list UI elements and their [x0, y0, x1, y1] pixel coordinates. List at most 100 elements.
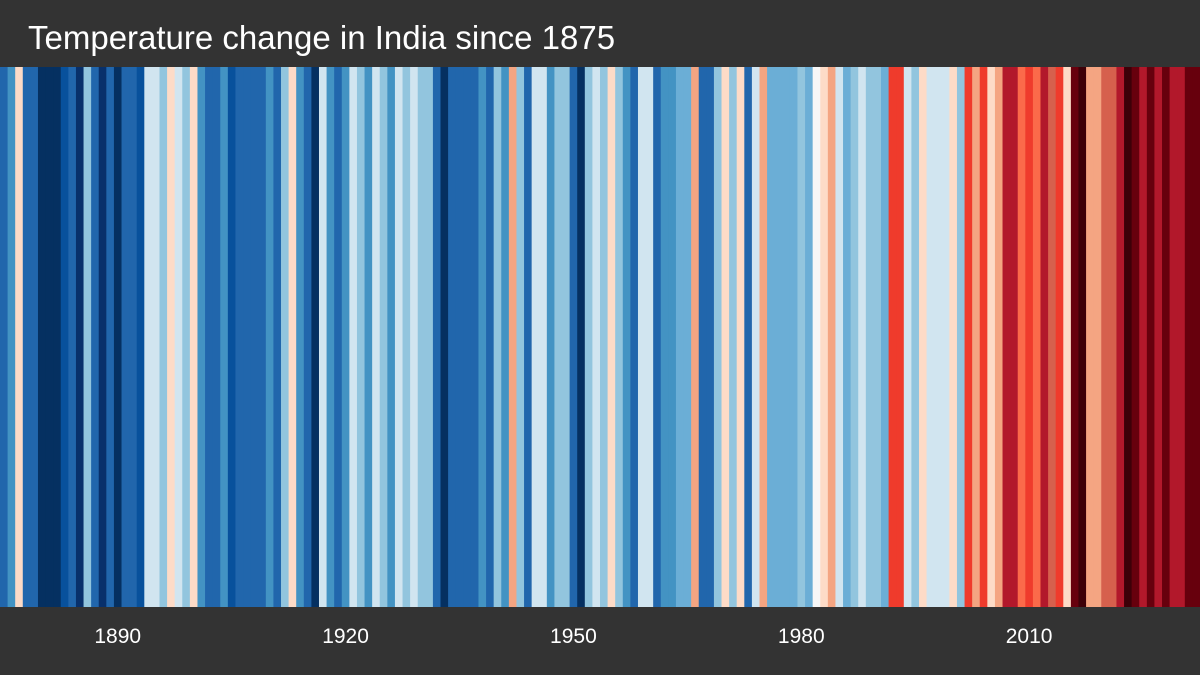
stripe-1935 [455, 67, 464, 607]
stripe-1958 [630, 67, 639, 607]
stripe-1878 [22, 67, 31, 607]
stripe-2027 [1154, 67, 1163, 607]
stripe-1982 [812, 67, 821, 607]
stripe-1966 [691, 67, 700, 607]
stripe-1881 [45, 67, 54, 607]
stripe-1976 [767, 67, 776, 607]
stripe-2026 [1146, 67, 1156, 607]
stripe-1991 [881, 67, 890, 607]
x-axis: 1890 1920 1950 1980 2010 [94, 625, 1053, 648]
x-tick-label-1950: 1950 [550, 625, 597, 648]
stripe-1932 [432, 67, 442, 607]
stripe-2023 [1124, 67, 1133, 607]
stripe-1955 [607, 67, 616, 607]
stripe-1895 [151, 67, 161, 607]
stripe-1929 [410, 67, 419, 607]
stripe-1987 [850, 67, 859, 607]
stripe-1883 [60, 67, 69, 607]
stripe-1981 [805, 67, 814, 607]
stripe-1882 [53, 67, 62, 607]
stripe-1931 [425, 67, 434, 607]
stripe-1970 [721, 67, 730, 607]
stripe-1953 [592, 67, 601, 607]
stripe-1928 [402, 67, 411, 607]
stripe-2019 [1093, 67, 1102, 607]
stripe-1994 [903, 67, 912, 607]
stripe-1951 [577, 67, 586, 607]
stripe-1879 [30, 67, 39, 607]
stripe-1945 [531, 67, 540, 607]
x-tick-label-1890: 1890 [94, 625, 141, 648]
stripe-2001 [956, 67, 966, 607]
stripe-1875 [0, 67, 9, 607]
stripe-2024 [1131, 67, 1140, 607]
stripe-1909 [258, 67, 267, 607]
stripe-1888 [98, 67, 107, 607]
stripe-2017 [1078, 67, 1087, 607]
stripe-1985 [835, 67, 844, 607]
stripe-1898 [174, 67, 183, 607]
stripe-2008 [1010, 67, 1019, 607]
stripe-1998 [934, 67, 943, 607]
stripe-1947 [546, 67, 556, 607]
stripe-1884 [68, 67, 77, 607]
stripe-1964 [675, 67, 685, 607]
stripe-1936 [463, 67, 472, 607]
stripe-2002 [964, 67, 973, 607]
stripe-1977 [774, 67, 783, 607]
stripe-1880 [37, 67, 47, 607]
stripe-1922 [356, 67, 366, 607]
stripe-1908 [250, 67, 259, 607]
stripe-1891 [121, 67, 130, 607]
stripe-1902 [205, 67, 214, 607]
stripe-1963 [668, 67, 677, 607]
stripe-1942 [508, 67, 518, 607]
stripe-1978 [782, 67, 791, 607]
stripe-1952 [584, 67, 594, 607]
stripe-2031 [1184, 67, 1194, 607]
stripe-2022 [1116, 67, 1125, 607]
stripe-2021 [1108, 67, 1118, 607]
stripe-1923 [364, 67, 373, 607]
stripe-1990 [873, 67, 882, 607]
stripe-1893 [136, 67, 145, 607]
stripe-1930 [417, 67, 426, 607]
stripe-1940 [493, 67, 502, 607]
stripe-1912 [281, 67, 290, 607]
stripe-1950 [569, 67, 578, 607]
stripe-1961 [653, 67, 662, 607]
stripe-2013 [1048, 67, 1057, 607]
stripe-2018 [1086, 67, 1095, 607]
stripe-1885 [75, 67, 85, 607]
stripe-1914 [296, 67, 305, 607]
stripe-1917 [318, 67, 328, 607]
stripe-1886 [83, 67, 92, 607]
stripe-2032 [1192, 67, 1200, 607]
stripe-1919 [334, 67, 343, 607]
stripe-1995 [911, 67, 920, 607]
stripe-1913 [288, 67, 297, 607]
chart-title: Temperature change in India since 1875 [28, 19, 616, 56]
x-tick-label-2010: 2010 [1006, 625, 1053, 648]
stripe-1892 [129, 67, 138, 607]
stripe-1921 [349, 67, 358, 607]
stripe-1918 [326, 67, 335, 607]
stripe-1876 [7, 67, 16, 607]
warming-stripes [0, 67, 1200, 607]
stripe-1920 [341, 67, 350, 607]
stripe-1946 [539, 67, 548, 607]
stripe-2030 [1177, 67, 1186, 607]
stripe-1911 [273, 67, 282, 607]
stripe-1967 [698, 67, 707, 607]
stripe-1896 [159, 67, 168, 607]
stripe-2020 [1101, 67, 1110, 607]
stripe-1899 [182, 67, 191, 607]
stripe-2014 [1055, 67, 1064, 607]
stripe-1889 [106, 67, 115, 607]
stripe-2010 [1025, 67, 1034, 607]
stripe-1894 [144, 67, 153, 607]
stripe-1934 [448, 67, 457, 607]
stripe-2012 [1040, 67, 1049, 607]
stripe-1897 [167, 67, 176, 607]
